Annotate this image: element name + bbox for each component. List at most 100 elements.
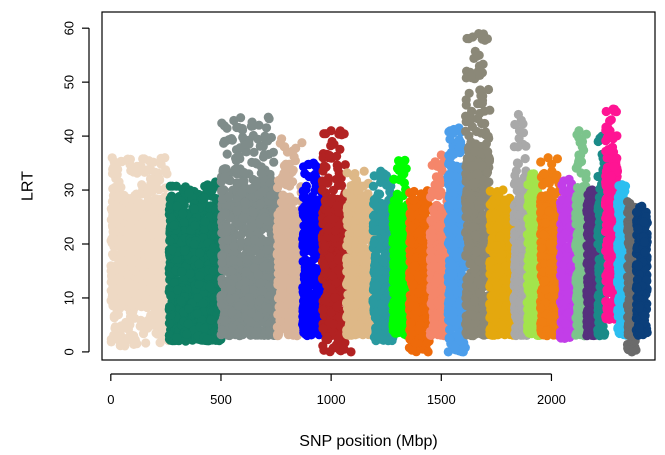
snp-point	[298, 241, 308, 251]
snp-point	[269, 157, 279, 167]
snp-point	[281, 207, 291, 217]
snp-point	[138, 270, 149, 280]
snp-point	[217, 185, 227, 196]
snp-point	[107, 234, 118, 245]
snp-point-highlight	[346, 347, 356, 357]
snp-point	[234, 151, 244, 161]
snp-point	[176, 296, 186, 306]
snp-point	[232, 328, 243, 339]
snp-point	[199, 224, 210, 234]
snp-point	[211, 193, 221, 204]
snp-point	[342, 253, 352, 263]
snp-point-highlight	[400, 155, 410, 165]
snp-point	[344, 329, 354, 339]
snp-point	[183, 319, 193, 329]
snp-point	[130, 281, 140, 291]
snp-point	[248, 121, 258, 131]
snp-point	[351, 175, 362, 185]
snp-point	[184, 188, 194, 198]
points-layer	[106, 28, 652, 357]
snp-point	[255, 249, 265, 259]
snp-point	[123, 270, 133, 280]
snp-point	[147, 287, 157, 297]
snp-point	[240, 277, 250, 287]
snp-point	[200, 216, 210, 227]
snp-point	[285, 192, 295, 202]
snp-point	[120, 341, 130, 351]
snp-point	[268, 147, 278, 157]
snp-point-highlight	[376, 166, 386, 176]
snp-point-highlight	[326, 126, 336, 136]
snp-point	[131, 210, 142, 220]
snp-point-highlight	[160, 153, 170, 163]
snp-point	[309, 241, 319, 252]
snp-point	[106, 337, 116, 347]
snp-point	[342, 168, 352, 178]
snp-point	[288, 165, 298, 175]
snp-point	[298, 319, 308, 329]
snp-point	[117, 204, 127, 215]
snp-point-highlight	[304, 172, 314, 182]
snp-point	[287, 267, 297, 277]
snp-point	[224, 191, 234, 201]
snp-point	[276, 291, 286, 301]
snp-point	[263, 303, 273, 313]
snp-point	[178, 209, 188, 219]
snp-point	[252, 159, 262, 169]
snp-point	[130, 298, 140, 308]
snp-point	[171, 333, 182, 343]
snp-point	[126, 330, 137, 340]
snp-point	[222, 123, 232, 133]
snp-point	[164, 318, 174, 328]
snp-point	[141, 338, 151, 348]
snp-point	[390, 303, 401, 313]
snp-point	[373, 225, 383, 235]
snp-point	[332, 201, 342, 211]
snp-point	[114, 257, 124, 267]
snp-point	[169, 278, 179, 288]
snp-point-highlight	[249, 147, 259, 157]
snp-point-highlight	[119, 190, 129, 200]
snp-point	[134, 241, 144, 251]
snp-point	[310, 322, 320, 332]
snp-point	[146, 216, 156, 227]
snp-point	[108, 301, 118, 311]
snp-point	[154, 185, 164, 195]
snp-point	[244, 293, 254, 303]
snp-point-highlight	[308, 158, 319, 168]
snp-point	[396, 235, 406, 245]
snp-point	[137, 289, 147, 299]
snp-point	[342, 303, 353, 313]
snp-point	[374, 266, 384, 276]
snp-point	[283, 330, 294, 340]
snp-point-highlight	[162, 169, 172, 179]
snp-point	[190, 220, 200, 231]
snp-point	[166, 213, 176, 223]
snp-point-highlight	[172, 201, 182, 211]
snp-point	[172, 285, 183, 295]
snp-point	[167, 245, 177, 255]
snp-point	[258, 286, 268, 296]
snp-point	[232, 206, 242, 216]
snp-point	[194, 279, 204, 289]
snp-point	[303, 287, 313, 297]
snp-point	[334, 265, 344, 275]
snp-point	[349, 264, 359, 274]
snp-point	[179, 217, 189, 227]
snp-point	[280, 249, 290, 259]
snp-point	[169, 220, 179, 230]
snp-point	[304, 213, 314, 223]
snp-point	[179, 246, 190, 256]
snp-point	[177, 267, 187, 277]
snp-point	[119, 296, 129, 306]
snp-point	[306, 314, 316, 324]
snp-point	[371, 201, 381, 211]
snp-point	[124, 250, 134, 260]
snp-point	[246, 184, 256, 194]
snp-point	[166, 291, 176, 301]
snp-point	[325, 214, 335, 225]
snp-point	[226, 266, 236, 276]
snp-point	[152, 223, 162, 233]
